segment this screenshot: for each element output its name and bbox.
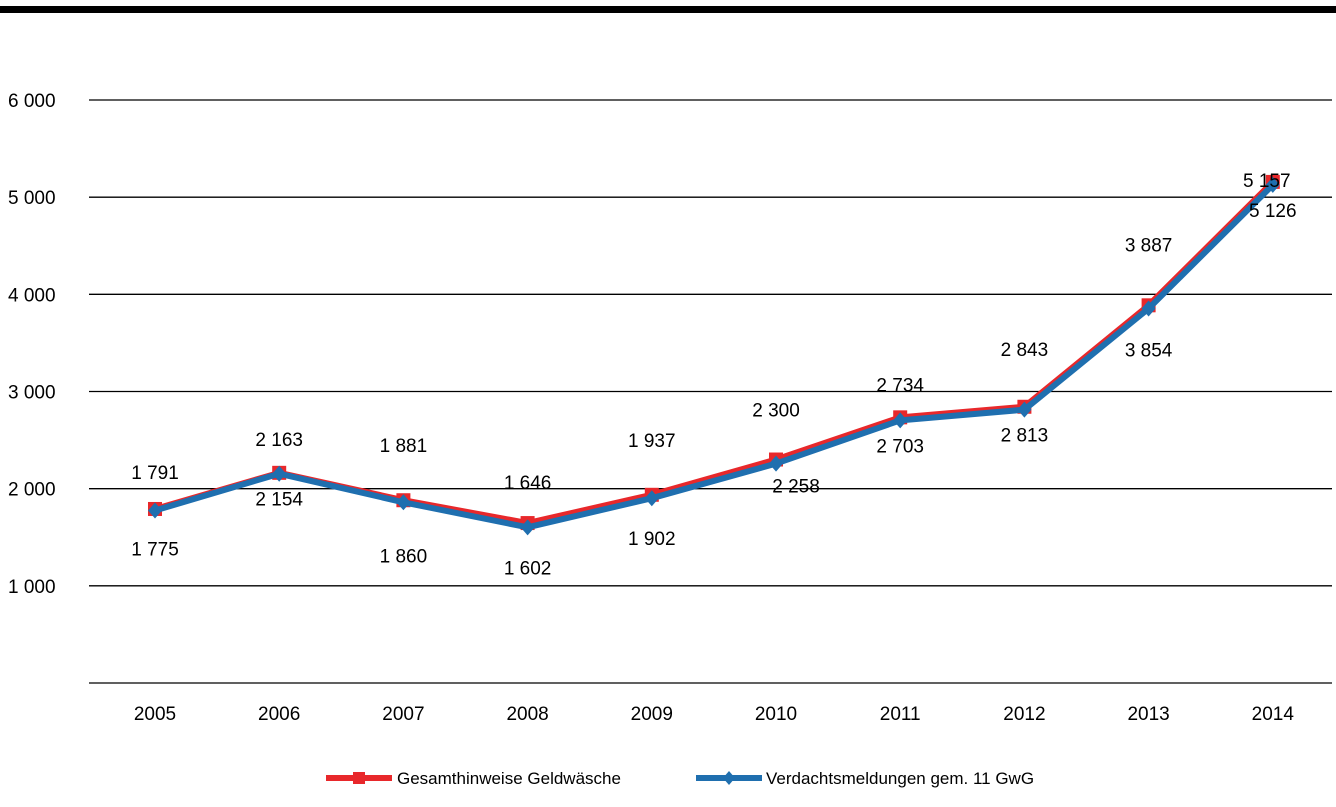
- y-tick-label: 2 000: [8, 480, 56, 501]
- data-label: 1 791: [131, 463, 179, 484]
- data-label: 1 881: [380, 436, 428, 457]
- legend-marker: [353, 772, 365, 784]
- legend-label: Verdachtsmeldungen gem. 11 GwG: [766, 769, 1034, 788]
- legend-item: Gesamthinweise Geldwäsche: [326, 769, 621, 788]
- x-tick-label: 2006: [258, 704, 300, 725]
- data-label: 1 646: [504, 473, 552, 494]
- data-point: [520, 519, 535, 536]
- x-tick-label: 2011: [880, 704, 921, 725]
- y-tick-label: 4 000: [8, 285, 56, 306]
- x-tick-label: 2010: [755, 704, 797, 725]
- x-axis-ticks: 2005 2006 2007 2008 2009 2010 2011 2012 2013 2014: [134, 704, 1295, 725]
- series-line: [154, 179, 1275, 527]
- series-gesamthinweise: [148, 174, 1280, 531]
- data-point: [769, 455, 783, 472]
- x-tick-label: 2007: [382, 704, 424, 725]
- data-label: 2 734: [876, 375, 924, 396]
- data-label: 3 887: [1125, 235, 1173, 256]
- x-tick-label: 2008: [506, 704, 548, 725]
- legend-item: Verdachtsmeldungen gem. 11 GwG: [696, 769, 1034, 788]
- y-tick-label: 3 000: [8, 383, 56, 404]
- data-label: 1 937: [628, 431, 676, 452]
- x-tick-label: 2013: [1127, 704, 1169, 725]
- legend-marker: [723, 771, 735, 785]
- data-label: 1 902: [628, 529, 676, 550]
- data-label: 1 602: [504, 558, 552, 579]
- data-point: [1265, 176, 1280, 193]
- x-tick-label: 2014: [1252, 704, 1295, 725]
- series-layer: [148, 174, 1280, 536]
- data-label: 2 154: [255, 490, 303, 511]
- data-point: [893, 412, 908, 429]
- data-point: [1141, 300, 1156, 317]
- x-tick-label: 2005: [134, 704, 176, 725]
- legend-label: Gesamthinweise Geldwäsche: [397, 769, 621, 788]
- data-label: 2 703: [876, 436, 924, 457]
- data-label: 2 843: [1001, 340, 1049, 361]
- data-point: [396, 494, 411, 511]
- data-label: 2 258: [772, 477, 820, 498]
- data-label: 1 775: [131, 540, 179, 561]
- y-axis-ticks: 1 000 2 000 3 000 4 000 5 000 6 000: [8, 91, 56, 598]
- data-label: 3 854: [1125, 341, 1173, 362]
- data-label: 2 163: [255, 430, 303, 451]
- series-verdachtsmeldungen: [148, 176, 1280, 536]
- x-tick-label: 2009: [631, 704, 673, 725]
- data-label: 5 126: [1249, 201, 1297, 222]
- y-tick-label: 1 000: [8, 577, 56, 598]
- data-point: [148, 502, 162, 519]
- top-rule: [0, 6, 1336, 13]
- data-point: [1017, 401, 1032, 418]
- data-point: [272, 465, 287, 482]
- gridlines: [89, 99, 1332, 684]
- data-point: [644, 490, 659, 507]
- data-label: 5 157: [1243, 171, 1291, 192]
- data-label: 2 300: [752, 401, 800, 422]
- legend: Gesamthinweise Geldwäsche Verdachtsmeldun…: [326, 769, 1034, 788]
- data-labels: 1 791 2 163 1 881 1 646 1 937 2 300 2 734 2 843…: [131, 171, 1296, 579]
- data-label: 1 860: [380, 546, 428, 567]
- y-tick-label: 6 000: [8, 91, 56, 112]
- y-tick-label: 5 000: [8, 188, 56, 209]
- x-tick-label: 2012: [1003, 704, 1045, 725]
- data-label: 2 813: [1001, 426, 1049, 447]
- series-line: [154, 182, 1275, 531]
